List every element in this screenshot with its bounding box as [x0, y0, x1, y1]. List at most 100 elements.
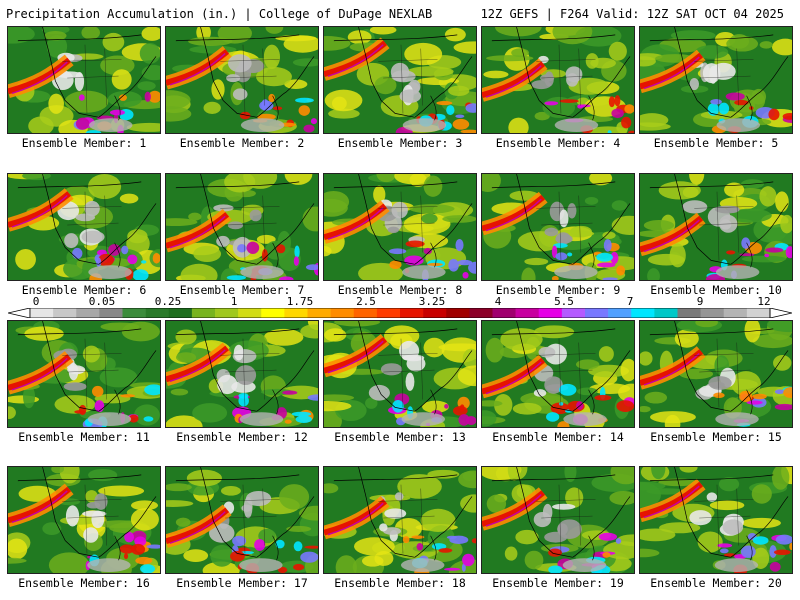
colorbar-tick-label: 0.25	[154, 295, 182, 308]
ensemble-member-label: Ensemble Member: 17	[176, 576, 308, 590]
colorbar-swatch	[168, 308, 193, 318]
colorbar: 0 0.05 0.25 1 1.75 2.5 3.25 4 5.5 7 9 12	[8, 295, 792, 320]
ensemble-member-map	[323, 173, 477, 281]
colorbar-swatch	[700, 308, 725, 318]
colorbar-tick-label: 1.75	[286, 295, 314, 308]
precipitation-map	[640, 174, 792, 280]
precipitation-map	[482, 467, 634, 573]
colorbar-swatch	[238, 308, 262, 318]
ensemble-member-label: Ensemble Member: 3	[337, 136, 463, 150]
colorbar-swatch	[423, 308, 447, 318]
ensemble-member-map	[481, 26, 635, 134]
ensemble-member-label: Ensemble Member: 7	[179, 283, 305, 297]
colorbar-swatch	[746, 308, 771, 318]
ensemble-member-map	[165, 320, 319, 428]
precipitation-map	[640, 321, 792, 427]
ensemble-member-label: Ensemble Member: 9	[495, 283, 621, 297]
colorbar-swatch	[53, 308, 77, 318]
ensemble-member-label: Ensemble Member: 19	[492, 576, 624, 590]
ensemble-member-map	[7, 466, 161, 574]
colorbar-swatch	[330, 308, 355, 318]
colorbar-swatch	[585, 308, 609, 318]
colorbar-swatch	[145, 308, 170, 318]
ensemble-member-map	[165, 26, 319, 134]
colorbar-tick-label: 5.5	[554, 295, 574, 308]
header: Precipitation Accumulation (in.) | Colle…	[0, 0, 800, 24]
colorbar-swatch	[492, 308, 516, 318]
ensemble-member-map	[481, 173, 635, 281]
ensemble-member-label: Ensemble Member: 15	[650, 430, 782, 444]
colorbar-swatch	[376, 308, 401, 318]
colorbar-swatch	[400, 308, 424, 318]
ensemble-member-label: Ensemble Member: 13	[334, 430, 466, 444]
colorbar-min-arrow	[8, 308, 31, 318]
ensemble-member-label: Ensemble Member: 4	[495, 136, 621, 150]
colorbar-swatch	[723, 308, 748, 318]
precipitation-map	[640, 467, 792, 573]
precipitation-map	[482, 321, 634, 427]
ensemble-member-label: Ensemble Member: 1	[21, 136, 147, 150]
colorbar-tick-label: 0.05	[88, 295, 116, 308]
ensemble-member-label: Ensemble Member: 14	[492, 430, 624, 444]
colorbar-tick-label: 0	[32, 295, 40, 308]
colorbar-swatch	[353, 308, 378, 318]
precipitation-map	[324, 467, 476, 573]
colorbar-swatch	[284, 308, 308, 318]
ensemble-member-map	[639, 466, 793, 574]
colorbar-swatch	[538, 308, 563, 318]
precipitation-map	[8, 174, 160, 280]
colorbar-tick-label: 3.25	[418, 295, 446, 308]
precipitation-map	[324, 174, 476, 280]
colorbar-swatch	[631, 308, 655, 318]
colorbar-tick-label: 7	[626, 295, 634, 308]
colorbar-labels: 0 0.05 0.25 1 1.75 2.5 3.25 4 5.5 7 9 12	[8, 295, 792, 308]
precipitation-map	[8, 467, 160, 573]
ensemble-member-map	[481, 320, 635, 428]
colorbar-swatch	[446, 308, 470, 318]
precipitation-map	[324, 321, 476, 427]
ensemble-member-map	[639, 26, 793, 134]
valid-time: 12Z GEFS | F264 Valid: 12Z SAT OCT 04 20…	[480, 7, 784, 21]
colorbar-swatch	[215, 308, 239, 318]
ensemble-member-label: Ensemble Member: 18	[334, 576, 466, 590]
colorbar-swatch	[654, 308, 678, 318]
colorbar-scale	[8, 308, 792, 318]
ensemble-member-label: Ensemble Member: 5	[653, 136, 779, 150]
precipitation-map	[8, 27, 160, 133]
precipitation-map	[324, 27, 476, 133]
ensemble-member-map	[165, 466, 319, 574]
colorbar-swatch	[469, 308, 493, 318]
ensemble-member-map	[639, 173, 793, 281]
colorbar-swatch	[122, 308, 146, 318]
precipitation-map	[482, 27, 634, 133]
precipitation-map	[166, 467, 318, 573]
ensemble-member-map	[165, 173, 319, 281]
ensemble-member-map	[7, 173, 161, 281]
ensemble-member-map	[7, 320, 161, 428]
ensemble-member-label: Ensemble Member: 16	[18, 576, 150, 590]
ensemble-member-map	[323, 320, 477, 428]
colorbar-tick-label: 4	[494, 295, 502, 308]
colorbar-swatch	[608, 308, 632, 318]
colorbar-max-arrow	[769, 308, 792, 318]
ensemble-member-label: Ensemble Member: 8	[337, 283, 463, 297]
ensemble-member-map	[639, 320, 793, 428]
ensemble-member-map	[323, 466, 477, 574]
ensemble-member-label: Ensemble Member: 20	[650, 576, 782, 590]
colorbar-tick-label: 12	[757, 295, 771, 308]
precipitation-map	[8, 321, 160, 427]
ensemble-member-label: Ensemble Member: 6	[21, 283, 147, 297]
ensemble-member-label: Ensemble Member: 11	[18, 430, 150, 444]
colorbar-swatch	[515, 308, 540, 318]
map-title: Precipitation Accumulation (in.) | Colle…	[6, 7, 433, 21]
ensemble-member-label: Ensemble Member: 2	[179, 136, 305, 150]
precipitation-map	[166, 27, 318, 133]
colorbar-swatch	[99, 308, 123, 318]
precipitation-map	[166, 174, 318, 280]
colorbar-tick-label: 9	[696, 295, 704, 308]
colorbar-tick-label: 1	[230, 295, 238, 308]
colorbar-tick-label: 2.5	[356, 295, 376, 308]
ensemble-member-map	[481, 466, 635, 574]
colorbar-swatch	[30, 308, 54, 318]
precipitation-map	[482, 174, 634, 280]
